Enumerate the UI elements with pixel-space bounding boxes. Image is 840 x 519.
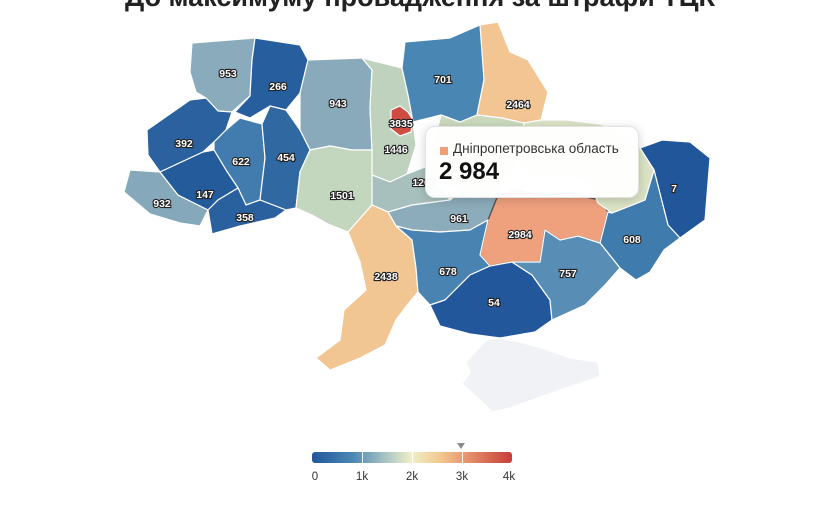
legend-tick-label: 2k [405, 471, 419, 483]
region-value-label-lviv: 392 [175, 138, 193, 150]
region-zaporizhzhia[interactable] [511, 229, 621, 321]
page-title: До максимуму провадження за штрафи ТЦК [0, 0, 840, 13]
tooltip-region-name: Дніпропетровська область [453, 141, 619, 156]
legend-tick-label: 3k [455, 471, 469, 483]
region-crimea[interactable] [461, 337, 601, 413]
legend-tick-label: 0 [311, 471, 319, 483]
region-value-label-mykolaiv: 678 [439, 266, 457, 278]
tooltip-color-swatch [440, 147, 448, 155]
region-value-label-odesa: 2438 [374, 271, 398, 283]
region-value-label-vinnytsia: 1501 [330, 190, 354, 202]
region-value-label-sumy: 2464 [506, 99, 530, 111]
legend-tick-label: 4k [502, 471, 516, 483]
region-ivano-frankivsk[interactable] [159, 149, 239, 211]
region-value-label-volyn: 953 [219, 68, 237, 80]
region-value-label-kyiv-city: 3835 [389, 118, 413, 130]
region-tooltip: Дніпропетровська область 2 984 [425, 126, 639, 198]
legend-tick-label: 1k [355, 471, 369, 483]
region-value-label-chernivtsi: 358 [236, 212, 254, 224]
region-value-label-zaporizhzhia: 757 [559, 268, 577, 280]
legend-value-marker [457, 443, 466, 449]
region-odesa[interactable] [315, 204, 419, 371]
tooltip-region-value: 2 984 [439, 158, 500, 185]
region-value-label-dnipro: 2984 [508, 229, 532, 241]
region-kyiv-city[interactable] [390, 105, 414, 137]
color-legend: 0 1k 2k 3k 4k [311, 441, 516, 487]
region-value-label-kirovohrad: 961 [450, 213, 468, 225]
legend-tick-mark [462, 452, 463, 463]
region-value-label-donetsk: 608 [623, 234, 641, 246]
region-value-label-chernihiv: 701 [434, 74, 452, 86]
region-value-label-kyiv-obl: 1446 [384, 144, 408, 156]
region-value-label-luhansk: 7 [671, 183, 677, 195]
region-value-label-khmelnytskyi: 454 [277, 152, 295, 164]
region-value-label-ternopil: 622 [232, 156, 250, 168]
region-value-label-ivano-frankivsk: 147 [196, 189, 214, 201]
region-value-label-rivne: 266 [269, 81, 287, 93]
region-chernivtsi[interactable] [207, 187, 287, 235]
legend-tick-mark [362, 452, 363, 463]
region-value-label-kherson: 54 [488, 297, 500, 309]
region-value-label-zakarpattia: 932 [153, 198, 171, 210]
region-value-label-zhytomyr: 943 [329, 98, 347, 110]
legend-tick-mark [412, 452, 413, 463]
